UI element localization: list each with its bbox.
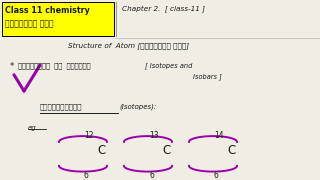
Text: সমস্থানিকৰ: সমস্থানিকৰ xyxy=(40,103,83,110)
Text: (Isotopes):: (Isotopes): xyxy=(119,103,156,110)
Text: C: C xyxy=(97,144,105,157)
Text: সমতাণবিক  আৰ  সমভাৰী: সমতাণবিক আৰ সমভাৰী xyxy=(18,62,91,69)
Text: 6: 6 xyxy=(84,171,89,180)
Text: Isobars ]: Isobars ] xyxy=(193,73,222,80)
Text: C: C xyxy=(162,144,170,157)
Text: Structure of  Atom [পৰমাণুৰ গঠন]: Structure of Atom [পৰমাণুৰ গঠন] xyxy=(68,42,189,49)
Text: 12: 12 xyxy=(84,131,93,140)
Text: 6: 6 xyxy=(149,171,154,180)
Text: Chapter 2.  [ class-11 ]: Chapter 2. [ class-11 ] xyxy=(122,5,205,12)
Text: [ Isotopes and: [ Isotopes and xyxy=(145,62,192,69)
FancyBboxPatch shape xyxy=(2,2,114,36)
Text: পৰমাণুৰ গঠন: পৰমাণুৰ গঠন xyxy=(5,19,54,28)
Text: 14: 14 xyxy=(214,131,224,140)
Text: 6: 6 xyxy=(214,171,219,180)
Text: 13: 13 xyxy=(149,131,159,140)
Text: eg.: eg. xyxy=(28,125,39,131)
Text: C: C xyxy=(227,144,235,157)
Text: *: * xyxy=(10,62,14,71)
Text: Class 11 chemistry: Class 11 chemistry xyxy=(5,6,90,15)
